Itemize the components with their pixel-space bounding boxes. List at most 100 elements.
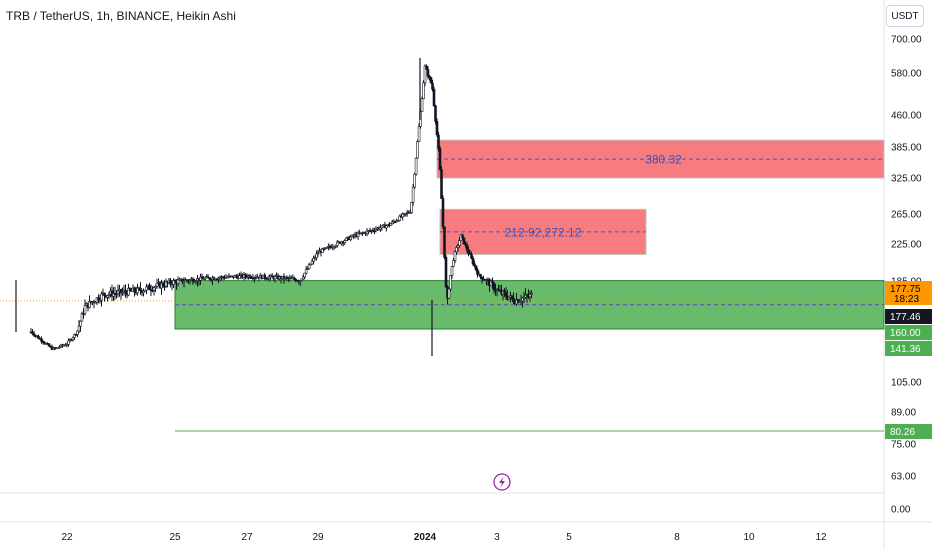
candle-body [273, 276, 277, 280]
candle-body [471, 258, 475, 265]
candle [307, 262, 311, 270]
candle [479, 273, 482, 280]
price-tag-value: 160.00 [890, 328, 921, 339]
candle [67, 338, 70, 347]
zone-label: 212.92,272.12 [505, 225, 582, 239]
candle-body [465, 244, 469, 251]
candle-body [304, 269, 308, 274]
price-tag-value: 141.36 [890, 344, 921, 355]
candles-layer [15, 58, 533, 356]
candle-body [263, 274, 267, 279]
y-tick-label: 580.00 [891, 69, 922, 80]
y-tick-label: 105.00 [891, 378, 922, 389]
candle-body [356, 232, 360, 237]
candle-body [238, 275, 241, 279]
candle-body [491, 280, 494, 284]
candle [473, 260, 476, 268]
candle-body [413, 173, 416, 188]
candle [124, 284, 127, 298]
candle-body [100, 293, 103, 301]
candle-body [431, 82, 434, 90]
candle-body [176, 279, 180, 284]
candle-body [467, 249, 470, 254]
candle-body [455, 247, 458, 252]
price-tag-bg [885, 281, 932, 305]
candle [136, 283, 139, 296]
candle [435, 118, 439, 137]
candle-body [473, 263, 476, 267]
price-tag-countdown: 18:23 [894, 294, 919, 305]
candle-body [443, 226, 446, 258]
candle [449, 275, 452, 292]
candle [365, 228, 369, 237]
candle-body [476, 269, 479, 275]
candle-body [310, 260, 314, 265]
candle [119, 288, 123, 300]
candle-body [474, 265, 478, 271]
candle-body [425, 65, 428, 70]
candle [458, 237, 461, 248]
y-axis[interactable]: 700.00 580.00 460.00 385.00 325.00 265.00 225.… [891, 35, 922, 516]
candle [437, 131, 440, 152]
candle-body [530, 293, 533, 295]
candle [103, 292, 106, 302]
low-tag: 141.36 [885, 341, 932, 356]
candle-body [449, 275, 452, 290]
candle-body [67, 340, 70, 345]
candle-body [420, 98, 424, 112]
candle [380, 225, 384, 231]
candle-body [447, 288, 451, 299]
candle-body [479, 274, 482, 278]
candle-body [429, 77, 433, 84]
candle-body [470, 253, 473, 259]
candle-body [307, 264, 311, 269]
candle-body [83, 305, 87, 315]
candle-body [76, 330, 79, 335]
candle-body [169, 279, 172, 284]
candle [422, 80, 425, 100]
candle [432, 86, 436, 107]
candle [416, 139, 419, 159]
candle [398, 214, 402, 222]
candle-body [453, 251, 457, 261]
price-tag-bg [885, 309, 932, 324]
price-tag-bg [885, 424, 932, 439]
y-tick-label: 265.00 [891, 210, 922, 221]
candle [441, 195, 445, 230]
candle-body [133, 287, 136, 293]
zone-bottom-tag: 160.00 [885, 325, 932, 340]
lightning-icon[interactable] [493, 473, 511, 491]
price-tag-bg [885, 341, 932, 356]
candle [172, 278, 175, 289]
candle [438, 145, 442, 171]
x-tick-label: 2024 [414, 532, 437, 543]
candle [106, 295, 109, 302]
candle-body [336, 241, 339, 246]
candle [273, 274, 277, 283]
candle [452, 257, 455, 268]
candle [414, 157, 418, 176]
candle [32, 330, 36, 337]
candle [176, 276, 180, 287]
candle-body [37, 335, 40, 339]
candle-body [450, 265, 454, 276]
x-axis[interactable]: 22 25 27 29 2024 3 5 8 10 12 [61, 532, 827, 543]
candle [47, 342, 51, 347]
candle-body [521, 297, 524, 302]
currency-unit-button[interactable]: USDT [886, 5, 924, 27]
candle-body [385, 225, 388, 229]
zone-top-tag: 177.46 [885, 309, 932, 324]
y-tick-label: 460.00 [891, 111, 922, 122]
candle [83, 299, 87, 316]
candle-body [103, 292, 106, 296]
candle [410, 201, 413, 214]
candle [431, 79, 434, 92]
candle-body [40, 338, 43, 342]
y-tick-label: 325.00 [891, 174, 922, 185]
candle-body [512, 297, 515, 303]
candle-body [316, 252, 320, 255]
candle [417, 123, 421, 142]
y-tick-label: 225.00 [891, 240, 922, 251]
